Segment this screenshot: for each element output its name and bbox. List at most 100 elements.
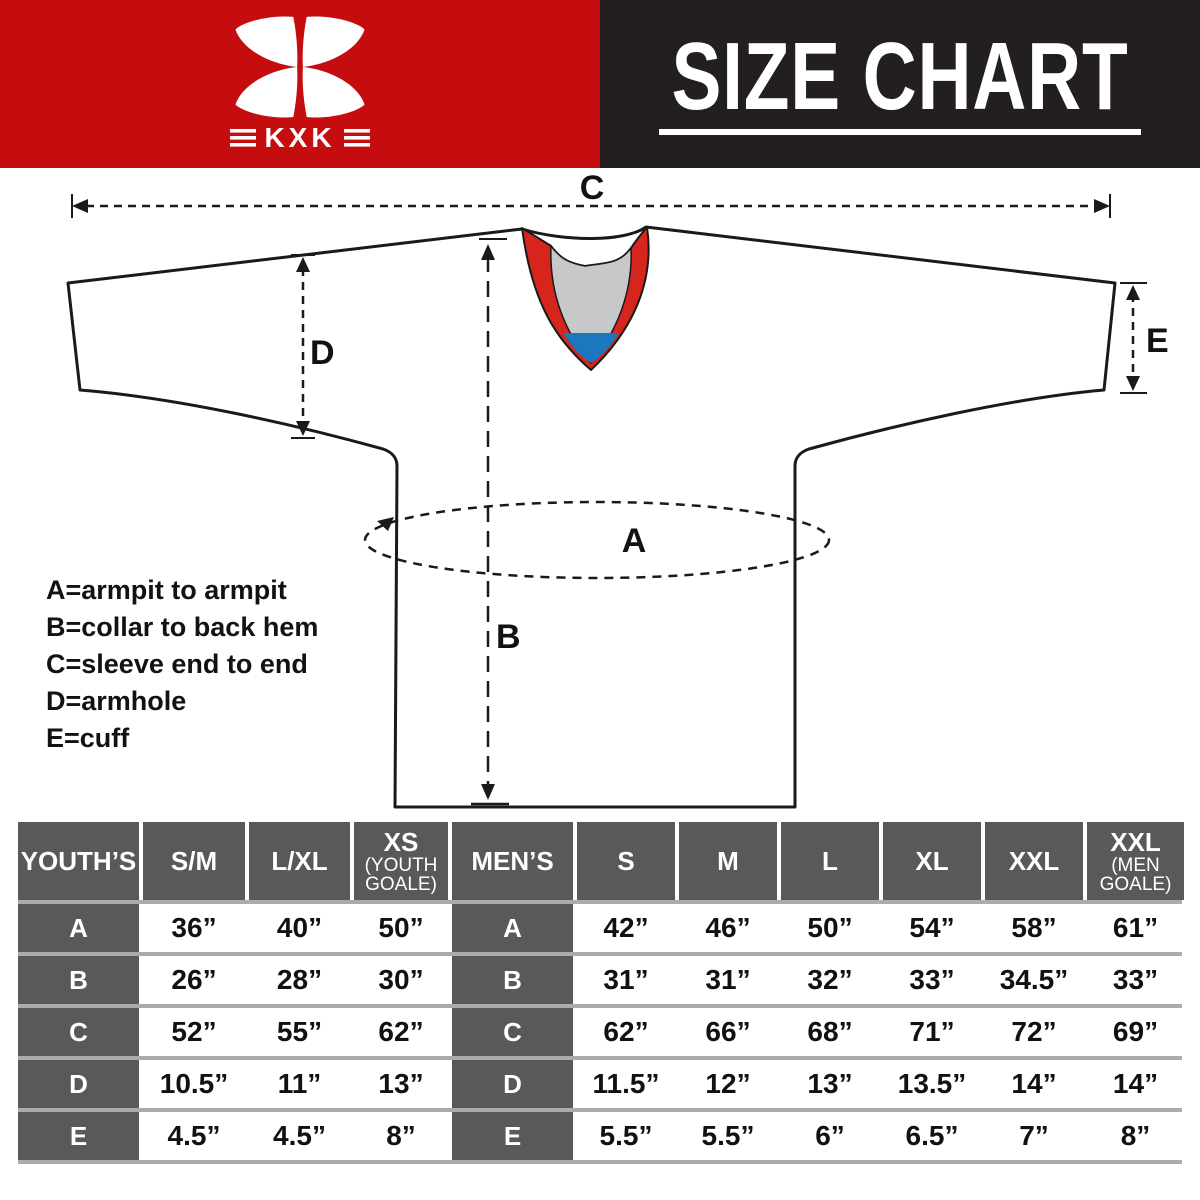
table-row-e: E 4.5” 4.5” 8” E 5.5” 5.5” 6” 6.5” 7” 8” xyxy=(18,1112,1184,1164)
title-underline xyxy=(659,129,1141,136)
size-cell: 40” xyxy=(249,904,350,952)
c-arrowhead-left xyxy=(72,199,88,213)
size-cell: 46” xyxy=(679,904,777,952)
size-cell: 11.5” xyxy=(577,1060,675,1108)
measurement-legend: A=armpit to armpit B=collar to back hem … xyxy=(46,572,318,757)
brand-wordmark: KXK xyxy=(230,122,370,154)
column-header-xl: XL xyxy=(883,822,981,900)
size-cell: 71” xyxy=(883,1008,981,1056)
a-girth-ellipse xyxy=(363,500,831,580)
size-cell: 14” xyxy=(985,1060,1083,1108)
size-cell: 31” xyxy=(577,956,675,1004)
brand-panel: KXK xyxy=(0,0,600,168)
youth-row-label-cell: B xyxy=(18,956,139,1004)
size-cell: 26” xyxy=(143,956,245,1004)
column-header-xxl: XXL xyxy=(985,822,1083,900)
size-cell: 28” xyxy=(249,956,350,1004)
triple-bar-icon xyxy=(230,129,257,147)
collar-blue-tip xyxy=(563,333,619,363)
table-row-c: C 52” 55” 62” C 62” 66” 68” 71” 72” 69” xyxy=(18,1008,1184,1060)
legend-line-e: E=cuff xyxy=(46,723,130,753)
size-cell: 34.5” xyxy=(985,956,1083,1004)
size-cell: 14” xyxy=(1087,1060,1184,1108)
column-header-lxl: L/XL xyxy=(249,822,350,900)
d-arrowhead-top xyxy=(296,257,310,272)
column-header-youths: YOUTH’S xyxy=(18,822,139,900)
jersey-diagram-svg: C D E A B xyxy=(66,169,1169,809)
page-title: SIZE CHART xyxy=(671,22,1129,130)
size-cell: 12” xyxy=(679,1060,777,1108)
size-cell: 6.5” xyxy=(883,1112,981,1160)
size-cell: 68” xyxy=(781,1008,879,1056)
d-arrowhead-bottom xyxy=(296,421,310,436)
size-table: YOUTH’S S/M L/XL XS (YOUTH GOALE) MEN’S S… xyxy=(18,822,1184,1164)
column-header-xs-youth-goale: XS (YOUTH GOALE) xyxy=(354,822,448,900)
column-header-s: S xyxy=(577,822,675,900)
men-row-label-cell: A xyxy=(452,904,573,952)
size-cell: 8” xyxy=(354,1112,448,1160)
size-cell: 8” xyxy=(1087,1112,1184,1160)
size-cell: 69” xyxy=(1087,1008,1184,1056)
size-cell: 72” xyxy=(985,1008,1083,1056)
size-cell: 13” xyxy=(354,1060,448,1108)
size-cell: 33” xyxy=(883,956,981,1004)
size-cell: 50” xyxy=(354,904,448,952)
dim-label-c: C xyxy=(580,169,605,207)
size-cell: 31” xyxy=(679,956,777,1004)
size-cell: 32” xyxy=(781,956,879,1004)
youth-row-label-cell: C xyxy=(18,1008,139,1056)
brand-name: KXK xyxy=(264,122,336,153)
size-cell: 66” xyxy=(679,1008,777,1056)
size-cell: 4.5” xyxy=(249,1112,350,1160)
size-cell: 6” xyxy=(781,1112,879,1160)
legend-line-b: B=collar to back hem xyxy=(46,612,319,642)
jersey-measurement-diagram: C D E A B A=armpit to armpit B=collar to… xyxy=(0,168,1200,820)
size-cell: 54” xyxy=(883,904,981,952)
legend-line-c: C=sleeve end to end xyxy=(46,649,308,679)
dim-label-b: B xyxy=(496,618,521,656)
table-row-d: D 10.5” 11” 13” D 11.5” 12” 13” 13.5” 14… xyxy=(18,1060,1184,1112)
size-cell: 5.5” xyxy=(679,1112,777,1160)
men-row-label-cell: B xyxy=(452,956,573,1004)
size-cell: 11” xyxy=(249,1060,350,1108)
column-header-m: M xyxy=(679,822,777,900)
size-cell: 58” xyxy=(985,904,1083,952)
size-cell: 36” xyxy=(143,904,245,952)
men-row-label-cell: D xyxy=(452,1060,573,1108)
size-cell: 42” xyxy=(577,904,675,952)
size-cell: 4.5” xyxy=(143,1112,245,1160)
column-header-l: L xyxy=(781,822,879,900)
size-cell: 55” xyxy=(249,1008,350,1056)
size-cell: 33” xyxy=(1087,956,1184,1004)
a-arrowhead xyxy=(377,517,394,531)
size-cell: 13.5” xyxy=(883,1060,981,1108)
brand-logo: KXK xyxy=(224,14,376,154)
size-cell: 50” xyxy=(781,904,879,952)
b-arrowhead-bottom xyxy=(481,784,495,800)
legend-line-a: A=armpit to armpit xyxy=(46,575,287,605)
column-header-xxl-men-goale: XXL (MEN GOALE) xyxy=(1087,822,1184,900)
kxk-wings-icon xyxy=(235,16,365,118)
size-cell: 30” xyxy=(354,956,448,1004)
size-cell: 5.5” xyxy=(577,1112,675,1160)
size-cell: 13” xyxy=(781,1060,879,1108)
dim-label-d: D xyxy=(310,334,335,372)
men-row-label-cell: E xyxy=(452,1112,573,1160)
size-cell: 62” xyxy=(354,1008,448,1056)
youth-row-label-cell: D xyxy=(18,1060,139,1108)
youth-row-label-cell: A xyxy=(18,904,139,952)
title-panel: SIZE CHART xyxy=(600,0,1200,168)
table-row-a: A 36” 40” 50” A 42” 46” 50” 54” 58” 61” xyxy=(18,904,1184,956)
size-cell: 7” xyxy=(985,1112,1083,1160)
size-cell: 62” xyxy=(577,1008,675,1056)
size-cell: 10.5” xyxy=(143,1060,245,1108)
dim-label-e: E xyxy=(1146,322,1169,360)
column-header-mens: MEN’S xyxy=(452,822,573,900)
size-cell: 52” xyxy=(143,1008,245,1056)
youth-row-label-cell: E xyxy=(18,1112,139,1160)
men-row-label-cell: C xyxy=(452,1008,573,1056)
column-header-sm: S/M xyxy=(143,822,245,900)
table-row-b: B 26” 28” 30” B 31” 31” 32” 33” 34.5” 33… xyxy=(18,956,1184,1008)
e-arrowhead-top xyxy=(1126,285,1140,300)
e-arrowhead-bottom xyxy=(1126,376,1140,391)
